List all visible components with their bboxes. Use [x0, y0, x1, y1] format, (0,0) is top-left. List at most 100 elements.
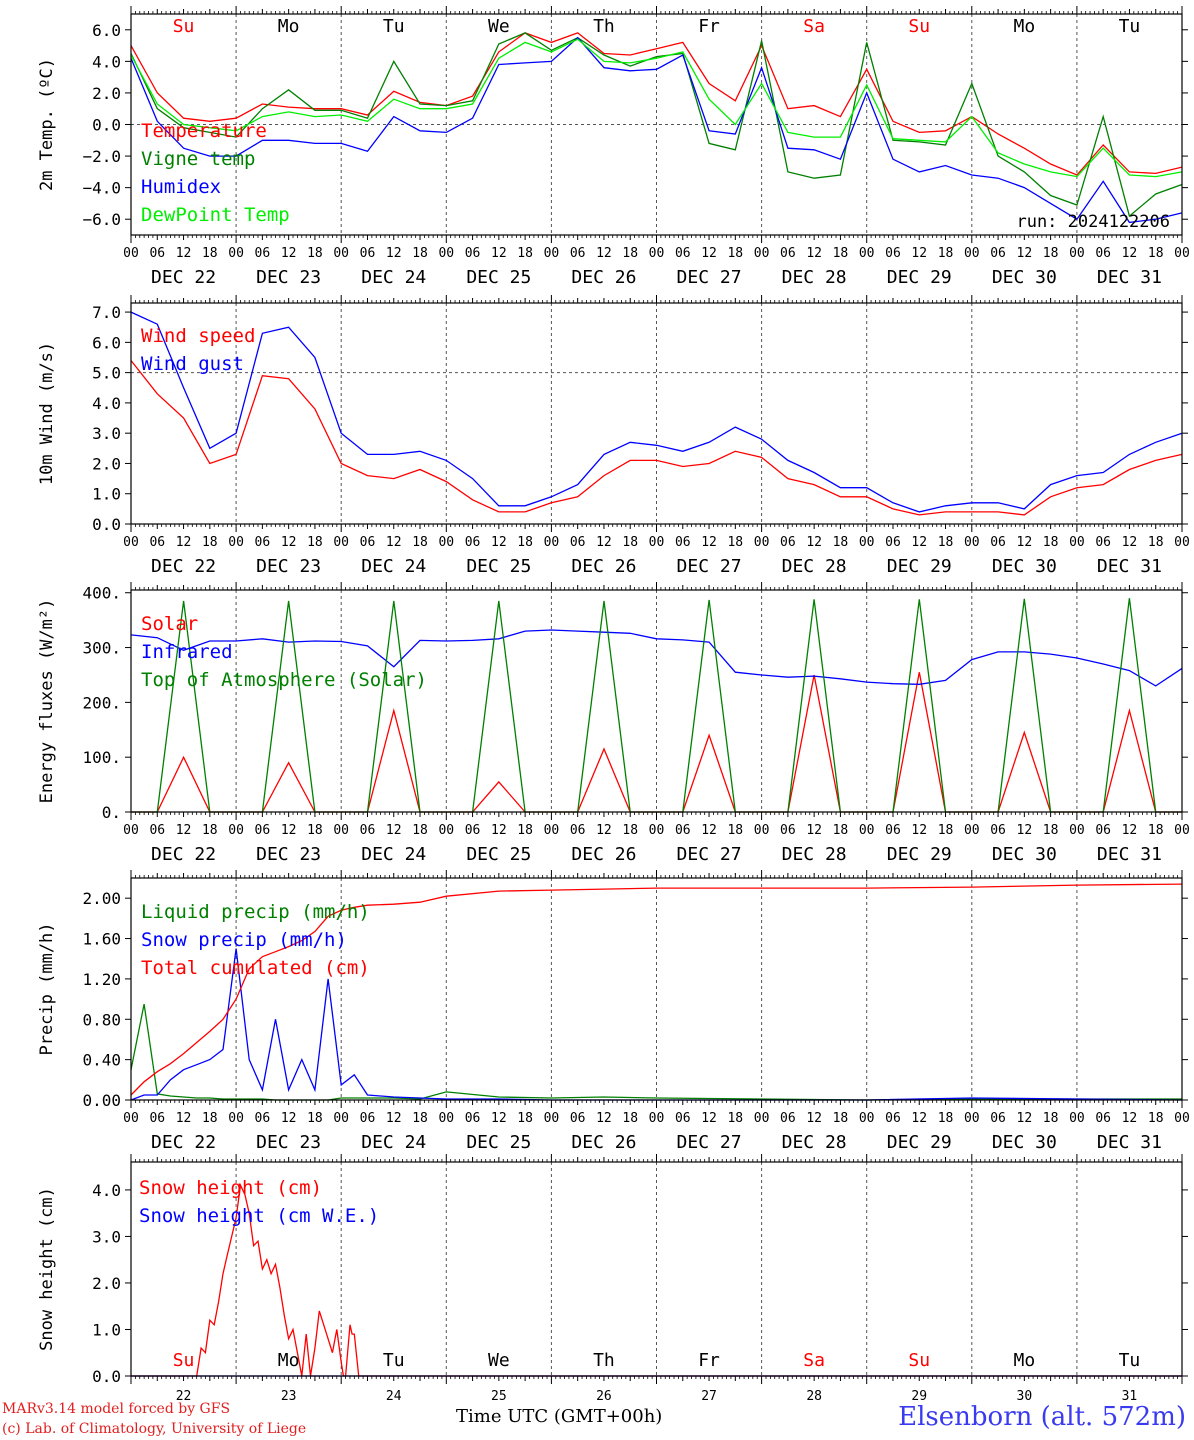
series-line-wind-gust	[130, 311, 1183, 513]
y-tick-label: 0.0	[92, 515, 121, 534]
date-label: DEC 27	[677, 1132, 742, 1153]
hour-tick-label: 12	[281, 535, 297, 550]
hour-tick-label: 12	[281, 823, 297, 838]
hour-tick-label: 12	[911, 823, 927, 838]
hour-tick-label: 06	[465, 246, 481, 261]
station-name: Elsenborn (alt. 572m)	[898, 1402, 1186, 1432]
legend-entry: Snow height (cm W.E.)	[139, 1205, 379, 1227]
hour-tick-label: 06	[990, 246, 1006, 261]
date-label: DEC 26	[571, 556, 636, 577]
date-label: DEC 26	[571, 1132, 636, 1153]
y-tick-label: 2.0	[92, 454, 121, 473]
date-label: DEC 28	[782, 1132, 847, 1153]
date-label: DEC 24	[361, 267, 426, 288]
hour-tick-label: 12	[806, 823, 822, 838]
hour-tick-label: 12	[386, 246, 402, 261]
hour-tick-label: 18	[622, 535, 638, 550]
hour-tick-label: 06	[255, 246, 271, 261]
hour-tick-label: 18	[517, 823, 533, 838]
date-label: DEC 29	[887, 1132, 952, 1153]
hour-tick-label: 18	[412, 535, 428, 550]
date-label: DEC 22	[151, 844, 216, 865]
y-tick-label: 7.0	[92, 303, 121, 322]
hour-tick-label: 18	[412, 823, 428, 838]
hour-tick-label: 00	[333, 246, 349, 261]
hour-tick-label: 18	[622, 823, 638, 838]
hour-tick-label: 06	[360, 823, 376, 838]
hour-tick-label: 18	[1148, 1111, 1164, 1126]
hour-tick-label: 12	[911, 1111, 927, 1126]
y-tick-label: 200.	[82, 693, 121, 712]
day-number-label: 27	[701, 1389, 717, 1404]
series-line-humidex	[130, 36, 1183, 224]
panel-2: 0.0 1.0 2.0 3.0 4.0 5.0 6.0 7.0 10m Wind (m/s) 00…	[37, 295, 1190, 577]
hour-tick-label: 06	[675, 1111, 691, 1126]
weekday-label: Mo	[1014, 1350, 1036, 1371]
hour-tick-label: 18	[938, 246, 954, 261]
hour-tick-label: 12	[806, 246, 822, 261]
date-label: DEC 22	[151, 267, 216, 288]
hour-tick-label: 06	[780, 535, 796, 550]
hour-tick-label: 18	[517, 535, 533, 550]
date-label: DEC 30	[992, 844, 1057, 865]
day-number-label: 31	[1122, 1389, 1138, 1404]
date-label: DEC 29	[887, 556, 952, 577]
y-tick-label: 3.0	[92, 1227, 121, 1246]
hour-tick-label: 00	[438, 1111, 454, 1126]
legend-entry: DewPoint Temp	[141, 204, 290, 226]
hour-tick-label: 18	[307, 823, 323, 838]
series-line-infrared	[130, 629, 1183, 687]
y-tick-label: 4.0	[92, 394, 121, 413]
date-label: DEC 23	[256, 844, 321, 865]
weekday-label: Mo	[278, 1350, 300, 1371]
y-tick-label: −6.0	[82, 210, 121, 229]
hour-tick-label: 12	[701, 535, 717, 550]
y-tick-label: 0.40	[82, 1051, 121, 1070]
y-tick-label: 0.	[102, 803, 121, 822]
hour-tick-label: 12	[386, 535, 402, 550]
model-credit: MARv3.14 model forced by GFS	[2, 1401, 231, 1417]
legend-entry: Wind gust	[141, 353, 244, 375]
hour-tick-label: 12	[491, 535, 507, 550]
hour-tick-label: 06	[885, 246, 901, 261]
day-number-label: 22	[176, 1389, 192, 1404]
date-label: DEC 28	[782, 267, 847, 288]
weekday-label: Su	[908, 1350, 930, 1371]
hour-tick-label: 12	[701, 1111, 717, 1126]
hour-tick-label: 00	[544, 246, 560, 261]
date-label: DEC 25	[466, 556, 531, 577]
hour-tick-label: 12	[491, 246, 507, 261]
y-tick-label: 4.0	[92, 1181, 121, 1200]
hour-tick-label: 00	[544, 535, 560, 550]
hour-tick-label: 06	[990, 535, 1006, 550]
series-line-dewpoint-temp	[130, 38, 1183, 178]
hour-tick-label: 00	[438, 823, 454, 838]
hour-tick-label: 18	[938, 823, 954, 838]
date-label: DEC 31	[1097, 844, 1162, 865]
date-label: DEC 27	[677, 556, 742, 577]
hour-tick-label: 12	[596, 535, 612, 550]
hour-tick-label: 12	[911, 246, 927, 261]
hour-tick-label: 06	[885, 823, 901, 838]
series-line-vigne-temp	[130, 32, 1183, 218]
hour-tick-label: 06	[360, 535, 376, 550]
series-line-wind-speed	[130, 360, 1183, 516]
hour-tick-label: 12	[1017, 246, 1033, 261]
hour-tick-label: 00	[228, 1111, 244, 1126]
y-tick-label: 1.20	[82, 970, 121, 989]
hour-tick-label: 12	[701, 823, 717, 838]
hour-tick-label: 12	[176, 246, 192, 261]
hour-tick-label: 06	[570, 1111, 586, 1126]
hour-tick-label: 12	[596, 246, 612, 261]
hour-tick-label: 18	[1043, 246, 1059, 261]
weekday-label: Tu	[1119, 1350, 1141, 1371]
hour-tick-label: 18	[833, 823, 849, 838]
hour-tick-label: 18	[202, 1111, 218, 1126]
weekday-label: Tu	[383, 16, 405, 37]
hour-tick-label: 12	[176, 823, 192, 838]
hour-tick-label: 18	[202, 246, 218, 261]
hour-tick-label: 06	[1095, 823, 1111, 838]
y-tick-label: 4.0	[92, 52, 121, 71]
date-label: DEC 23	[256, 556, 321, 577]
